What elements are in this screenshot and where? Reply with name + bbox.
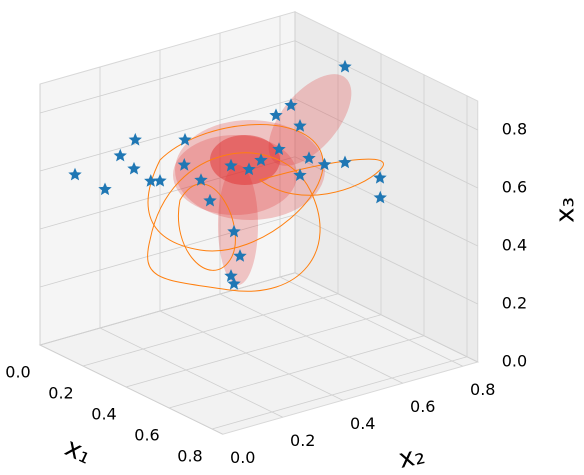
point — [178, 132, 192, 146]
point — [144, 174, 158, 187]
y-tick-label: 0.6 — [410, 397, 435, 416]
point — [373, 190, 387, 204]
z-tick-label: 0.2 — [502, 294, 527, 313]
grid-line — [39, 98, 296, 172]
z-axis-label: x₃ — [551, 197, 581, 223]
y-tick-label: 0.8 — [470, 380, 495, 399]
ellipsoid — [218, 165, 258, 285]
point — [227, 276, 241, 290]
grid-line — [294, 40, 478, 131]
x-tick-label: 0.8 — [177, 447, 202, 466]
point — [302, 151, 316, 164]
point — [127, 161, 141, 175]
point — [68, 167, 82, 181]
y-tick-label: 0.0 — [230, 448, 255, 467]
point — [224, 158, 238, 172]
point — [177, 158, 191, 171]
point — [317, 157, 332, 171]
z-tick-label: 0.6 — [502, 178, 527, 197]
point — [153, 174, 167, 187]
grid-line — [39, 40, 296, 114]
grid-line — [82, 293, 339, 367]
trajectory — [147, 124, 324, 252]
x-tick-label: 0.2 — [48, 384, 73, 403]
point — [373, 170, 387, 184]
point — [272, 142, 286, 155]
x-tick-label: 0.4 — [91, 405, 116, 424]
z-tick-label: 0.0 — [502, 352, 527, 371]
point — [128, 132, 142, 146]
points — [68, 59, 387, 290]
trajectory — [178, 183, 236, 271]
grid-line — [294, 272, 478, 363]
point — [269, 108, 283, 122]
grid-line — [219, 293, 403, 384]
grid-line — [39, 344, 223, 435]
x-tick-label: 0.6 — [134, 426, 159, 445]
grid-line — [159, 310, 343, 401]
x-axis-label: x₁ — [60, 432, 96, 470]
y-tick-label: 0.2 — [290, 431, 315, 450]
point — [293, 119, 307, 132]
ellipsoid — [268, 74, 352, 166]
grid-line — [279, 276, 463, 367]
grid-line — [294, 214, 478, 305]
point — [284, 98, 298, 111]
trajectory — [258, 158, 384, 196]
point — [113, 148, 127, 162]
grid-line — [168, 335, 425, 409]
point — [293, 168, 307, 181]
grid-line — [125, 314, 382, 388]
y-tick-label: 0.4 — [350, 414, 375, 433]
point — [242, 162, 256, 176]
grid-line — [294, 98, 478, 189]
grid-line — [99, 327, 283, 418]
axes-panes — [38, 10, 480, 435]
ellipsoid — [210, 135, 280, 185]
point — [338, 59, 352, 73]
grid-line — [39, 272, 296, 346]
point — [203, 193, 217, 207]
point — [254, 153, 268, 166]
grid-line — [39, 214, 296, 288]
point — [98, 182, 112, 196]
decor-surfaces — [147, 74, 384, 292]
z-tick-label: 0.8 — [502, 120, 527, 139]
trajectory — [147, 152, 321, 292]
y-axis-label: x₂ — [396, 440, 427, 475]
tick-labels: 0.0 0.2 0.4 0.6 0.8 0.0 0.2 0.4 0.6 0.8 0.0 0.2 0.4 0… — [5, 120, 527, 467]
point — [338, 155, 352, 169]
point — [194, 173, 208, 186]
point — [227, 224, 241, 238]
grid-line — [211, 356, 468, 430]
point — [233, 249, 247, 262]
z-tick-label: 0.4 — [502, 236, 527, 255]
x-tick-label: 0.0 — [5, 363, 30, 382]
grid-line — [294, 156, 478, 247]
